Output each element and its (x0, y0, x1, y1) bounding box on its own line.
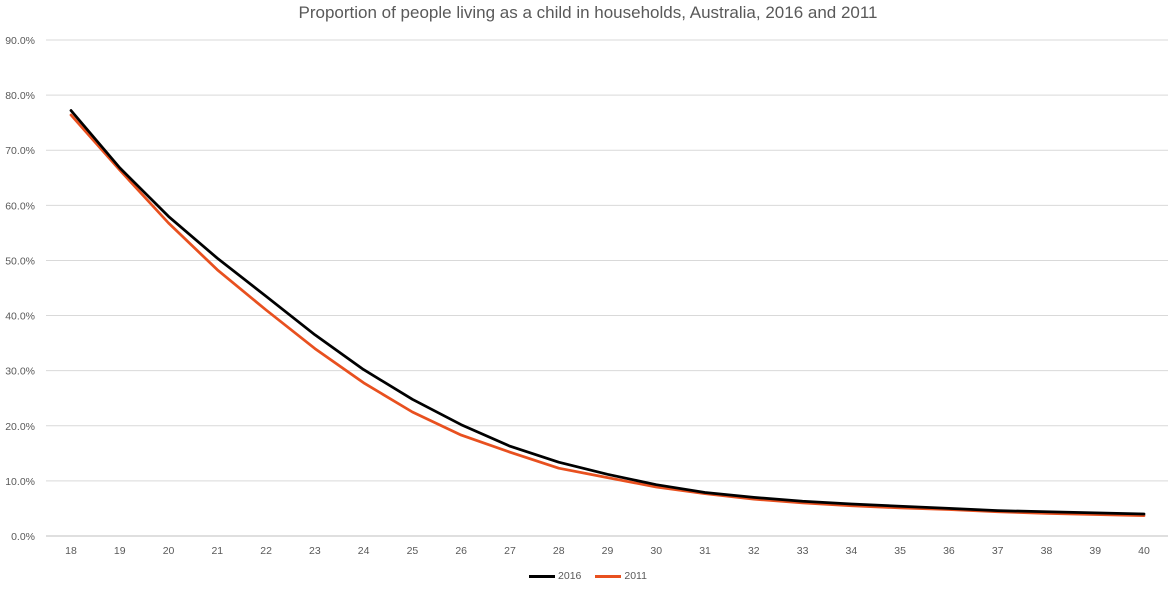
y-tick-label: 50.0% (5, 255, 35, 267)
chart-title: Proportion of people living as a child i… (298, 3, 878, 22)
legend-label-2011: 2011 (624, 570, 647, 582)
series-line-2016 (69, 109, 1146, 516)
y-tick-label: 0.0% (11, 531, 35, 543)
x-tick-label: 19 (114, 545, 126, 557)
x-tick-label: 26 (455, 545, 467, 557)
legend-item-2011: 2011 (595, 570, 647, 582)
x-tick-label: 22 (260, 545, 272, 557)
y-tick-label: 20.0% (5, 421, 35, 433)
x-tick-label: 39 (1089, 545, 1101, 557)
legend: 2016 2011 (0, 570, 1176, 582)
x-tick-label: 32 (748, 545, 760, 557)
x-axis-ticks: 18 19 20 21 22 23 24 25 26 27 28 29 30 31 32 33 34 35 36 37… (65, 545, 1150, 557)
x-tick-label: 33 (797, 545, 809, 557)
y-axis-ticks: 0.0% 10.0% 20.0% 30.0% 40.0% 50.0% 60.0% 70.0% 8… (5, 35, 35, 543)
y-tick-label: 80.0% (5, 90, 35, 102)
x-tick-label: 36 (943, 545, 955, 557)
x-tick-label: 21 (211, 545, 223, 557)
legend-swatch-2016 (529, 574, 556, 578)
x-tick-label: 35 (894, 545, 906, 557)
x-tick-label: 28 (553, 545, 565, 557)
legend-swatch-2011 (595, 574, 622, 578)
legend-label-2016: 2016 (558, 570, 582, 582)
x-tick-label: 40 (1138, 545, 1150, 557)
x-tick-label: 31 (699, 545, 711, 557)
series-lines (69, 109, 1146, 517)
x-tick-label: 29 (602, 545, 614, 557)
y-tick-label: 40.0% (5, 311, 35, 323)
x-tick-label: 37 (992, 545, 1004, 557)
x-tick-label: 18 (65, 545, 77, 557)
x-tick-label: 30 (650, 545, 662, 557)
x-tick-label: 24 (358, 545, 370, 557)
y-tick-label: 10.0% (5, 476, 35, 488)
x-tick-label: 25 (407, 545, 419, 557)
y-tick-label: 90.0% (5, 35, 35, 47)
x-tick-label: 20 (163, 545, 175, 557)
y-tick-label: 70.0% (5, 145, 35, 157)
y-tick-label: 60.0% (5, 200, 35, 212)
x-tick-label: 38 (1041, 545, 1053, 557)
legend-item-2016: 2016 (529, 570, 581, 582)
x-tick-label: 34 (846, 545, 858, 557)
y-tick-label: 30.0% (5, 366, 35, 378)
x-tick-label: 27 (504, 545, 516, 557)
gridlines (46, 39, 1168, 537)
x-tick-label: 23 (309, 545, 321, 557)
